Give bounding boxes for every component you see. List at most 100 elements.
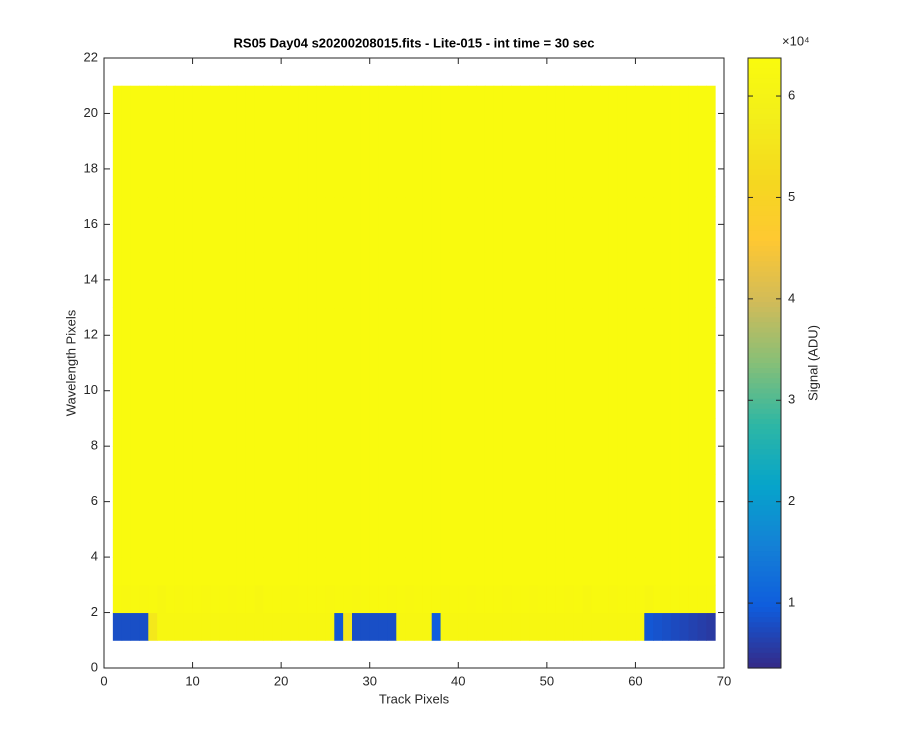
heat-cell <box>228 224 238 253</box>
colorbar-segment <box>748 637 781 644</box>
heat-cell <box>325 168 335 198</box>
heat-cell <box>582 85 592 114</box>
colorbar-segment <box>748 281 781 288</box>
heat-cell <box>343 501 353 530</box>
heat-cell <box>582 418 592 447</box>
colorbar-exponent: ×10⁴ <box>782 33 810 48</box>
heat-cell <box>201 252 211 281</box>
heat-cell <box>626 390 636 419</box>
colorbar-segment <box>748 383 781 390</box>
colorbar-segment <box>748 302 781 308</box>
colorbar-segment <box>748 205 781 212</box>
heat-cell <box>316 196 326 225</box>
heat-cell <box>272 473 282 503</box>
heat-cell <box>679 307 690 336</box>
heat-cell <box>458 85 468 114</box>
heat-cell <box>635 557 645 586</box>
heat-cell <box>467 279 477 309</box>
colorbar-segment <box>748 581 781 588</box>
colorbar-segment <box>748 617 781 623</box>
colorbar-segment <box>748 256 781 262</box>
colorbar-segment <box>748 596 781 603</box>
heat-cell <box>210 390 220 419</box>
heat-cell <box>369 196 380 225</box>
heat-cell <box>546 168 557 198</box>
heat-cell <box>546 390 557 419</box>
heat-cell <box>662 446 672 475</box>
heat-cell <box>608 335 619 364</box>
heat-cell <box>440 335 450 364</box>
heat-cell <box>139 335 149 364</box>
heat-cell <box>307 363 318 392</box>
heat-cell <box>272 446 282 475</box>
heat-cell <box>706 584 716 614</box>
heat-cell <box>298 252 309 281</box>
heat-cell <box>414 446 424 475</box>
heat-cell <box>538 584 548 614</box>
heat-cell <box>688 612 698 641</box>
heat-cell <box>166 168 176 198</box>
heat-cell <box>511 113 521 142</box>
heat-cell <box>210 501 220 530</box>
heat-cell <box>529 141 539 170</box>
heat-cell <box>325 557 335 586</box>
heat-cell <box>201 584 211 614</box>
heat-cell <box>272 196 282 225</box>
heat-cell <box>449 85 459 114</box>
colorbar-segment <box>748 276 781 283</box>
heat-cell <box>600 279 610 309</box>
heat-cell <box>679 612 690 641</box>
heat-cell <box>263 501 273 530</box>
heat-cell <box>529 390 539 419</box>
heat-cell <box>307 390 318 419</box>
heat-cell <box>298 418 309 447</box>
heat-cell <box>449 279 459 309</box>
heat-cell <box>688 418 698 447</box>
heat-cell <box>254 113 264 142</box>
heat-cell <box>688 557 698 586</box>
heat-cell <box>653 584 663 614</box>
heat-cell <box>112 363 123 392</box>
heat-cell <box>608 279 619 309</box>
colorbar-segment <box>748 556 781 562</box>
heat-cell <box>272 363 282 392</box>
heat-cell <box>449 113 459 142</box>
heat-cell <box>245 141 256 170</box>
heat-cell <box>369 224 380 253</box>
heat-cell <box>449 529 459 558</box>
heat-cell <box>157 363 167 392</box>
heat-cell <box>502 390 512 419</box>
heat-cell <box>564 473 574 503</box>
heat-cell <box>626 279 636 309</box>
heat-cell <box>422 141 433 170</box>
heat-cell <box>600 473 610 503</box>
heat-cell <box>183 584 194 614</box>
heat-cell <box>538 279 548 309</box>
heat-cell <box>183 612 194 641</box>
heat-cell <box>431 446 442 475</box>
heat-cell <box>529 529 539 558</box>
heat-cell <box>564 418 574 447</box>
chart-title: RS05 Day04 s20200208015.fits - Lite-015 … <box>234 35 595 50</box>
heat-cell <box>440 418 450 447</box>
heat-cell <box>582 584 592 614</box>
heat-cell <box>378 252 388 281</box>
heat-cell <box>387 168 397 198</box>
heat-cell <box>511 141 521 170</box>
heat-cell <box>600 529 610 558</box>
heat-cell <box>325 612 335 641</box>
heat-cell <box>272 224 282 253</box>
heat-cell <box>316 473 326 503</box>
heat-cell <box>210 113 220 142</box>
heat-cell <box>502 446 512 475</box>
heat-cell <box>148 224 158 253</box>
heat-cell <box>325 529 335 558</box>
heat-cell <box>148 473 158 503</box>
heat-cell <box>458 279 468 309</box>
heat-cell <box>440 446 450 475</box>
colorbar-segment <box>748 439 781 445</box>
heat-cell <box>422 363 433 392</box>
heat-cell <box>617 307 628 336</box>
heat-cell <box>573 279 583 309</box>
heat-cell <box>254 279 264 309</box>
